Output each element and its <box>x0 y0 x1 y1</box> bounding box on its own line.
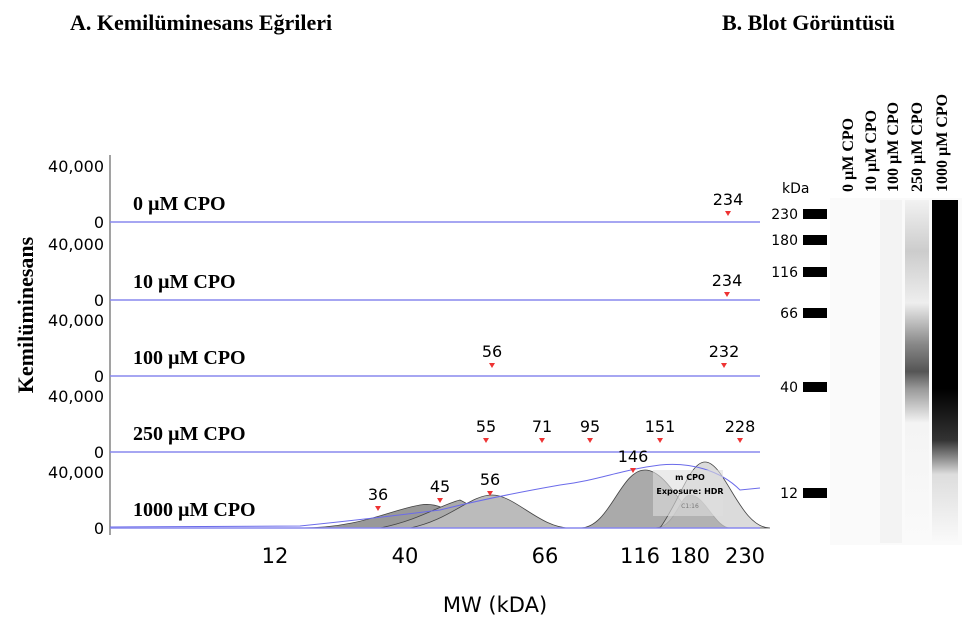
x-tick-label: 116 <box>620 544 660 568</box>
lane-header: 250 µM CPO <box>909 102 926 192</box>
panel-b-title: B. Blot Görüntüsü <box>722 10 895 35</box>
lane-label: 0 µM CPO <box>133 193 226 215</box>
peak-marker <box>657 438 663 443</box>
ladder-band <box>803 235 827 245</box>
peak-marker <box>483 438 489 443</box>
peak-marker <box>725 211 731 216</box>
y-tick-label: 40,000 <box>48 157 104 176</box>
y-tick-label: 0 <box>94 519 104 538</box>
peak-label: 55 <box>476 417 496 436</box>
ladder-band <box>803 209 827 219</box>
peak-marker <box>539 438 545 443</box>
peak-marker <box>737 438 743 443</box>
inset-text: m CPO <box>675 473 705 482</box>
lane-label: 250 µM CPO <box>133 423 246 445</box>
lane-header: 10 µM CPO <box>863 110 880 192</box>
y-tick-label: 0 <box>94 443 104 462</box>
peak-marker <box>721 363 727 368</box>
y-axis-label: Kemilüminesans <box>13 236 38 393</box>
peak-label: 234 <box>713 190 744 209</box>
peak-label: 56 <box>480 470 500 489</box>
x-axis-label: MW (kDA) <box>443 593 547 617</box>
ladder-label: 40 <box>780 380 798 396</box>
peak-label: 234 <box>712 271 743 290</box>
lane-label: 100 µM CPO <box>133 347 246 369</box>
x-tick-label: 230 <box>725 544 765 568</box>
peak-label: 228 <box>725 417 756 436</box>
ladder-label: 230 <box>771 207 798 223</box>
peak-label: 95 <box>580 417 600 436</box>
blot-lane <box>932 200 958 543</box>
peak-marker <box>489 363 495 368</box>
blot-lane <box>880 200 902 543</box>
y-tick-label: 0 <box>94 213 104 232</box>
lane-header: 0 µM CPO <box>840 118 857 192</box>
y-tick-label: 40,000 <box>48 463 104 482</box>
panel-a-title: A. Kemilüminesans Eğrileri <box>70 10 332 35</box>
peak-marker <box>587 438 593 443</box>
peak-marker <box>437 498 443 503</box>
peak-label: 56 <box>482 342 502 361</box>
figure: A. Kemilüminesans Eğrileri B. Blot Görün… <box>0 0 977 617</box>
lane-label: 10 µM CPO <box>133 271 236 293</box>
unit-label: kDa <box>782 181 809 197</box>
x-tick-label: 180 <box>670 544 710 568</box>
blot-lane <box>905 200 929 543</box>
ladder-band <box>803 308 827 318</box>
lane-label: 1000 µM CPO <box>133 499 256 521</box>
ladder-band <box>803 382 827 392</box>
inset-text: C1:16 <box>681 503 699 510</box>
ladder-label: 66 <box>780 306 798 322</box>
peak-label: 146 <box>618 447 649 466</box>
y-tick-label: 40,000 <box>48 311 104 330</box>
peak-label: 232 <box>709 342 740 361</box>
y-tick-label: 40,000 <box>48 387 104 406</box>
x-tick-label: 40 <box>392 544 419 568</box>
peak-label: 71 <box>532 417 552 436</box>
lane-header: 100 µM CPO <box>885 102 902 192</box>
x-tick-label: 12 <box>262 544 289 568</box>
peak-label: 45 <box>430 477 450 496</box>
peak-label: 151 <box>645 417 676 436</box>
x-tick-label: 66 <box>532 544 559 568</box>
y-tick-label: 0 <box>94 291 104 310</box>
y-tick-label: 0 <box>94 367 104 386</box>
y-tick-label: 40,000 <box>48 235 104 254</box>
peak-label: 36 <box>368 485 388 504</box>
peak-marker <box>724 292 730 297</box>
ladder-band <box>803 267 827 277</box>
peak-marker <box>375 506 381 511</box>
ladder-label: 116 <box>771 265 798 281</box>
ladder-band <box>803 488 827 498</box>
inset-text: Exposure: HDR <box>656 487 723 496</box>
lane-header: 1000 µM CPO <box>934 94 951 192</box>
ladder-label: 12 <box>780 486 798 502</box>
ladder-label: 180 <box>771 233 798 249</box>
